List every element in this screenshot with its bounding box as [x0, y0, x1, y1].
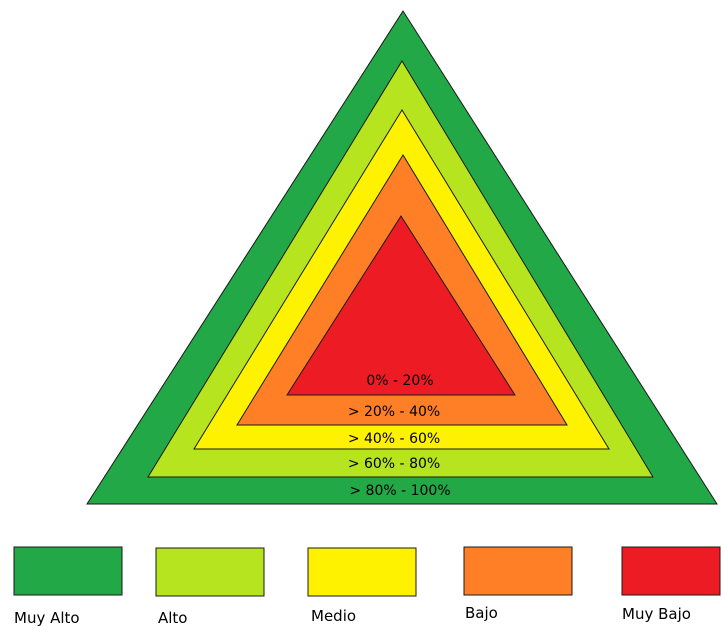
legend-label-bajo: Bajo	[465, 604, 498, 622]
legend-swatch-bajo	[463, 546, 573, 596]
legend-label-muy-bajo: Muy Bajo	[622, 605, 691, 623]
band-label-alto: > 60% - 80%	[348, 456, 440, 472]
legend-item-alto: Alto	[155, 547, 265, 627]
band-label-muy-alto: > 80% - 100%	[349, 483, 450, 499]
band-muy-bajo	[286, 215, 516, 396]
legend-item-muy-bajo: Muy Bajo	[621, 546, 721, 623]
legend-swatch-muy-bajo	[621, 546, 721, 596]
legend-swatch-muy-alto	[13, 546, 123, 596]
legend: Muy Alto Alto Medio Bajo Muy Bajo	[13, 546, 721, 627]
legend-label-muy-alto: Muy Alto	[14, 609, 80, 627]
legend-label-medio: Medio	[311, 607, 356, 625]
legend-swatch-medio	[307, 547, 417, 597]
band-label-medio: > 40% - 60%	[348, 431, 440, 447]
legend-item-muy-alto: Muy Alto	[13, 546, 123, 627]
legend-swatch-alto	[155, 547, 265, 597]
legend-item-bajo: Bajo	[463, 546, 573, 622]
legend-label-alto: Alto	[158, 609, 188, 627]
legend-item-medio: Medio	[307, 547, 417, 625]
band-label-muy-bajo: 0% - 20%	[366, 373, 433, 389]
band-label-bajo: > 20% - 40%	[348, 404, 440, 420]
